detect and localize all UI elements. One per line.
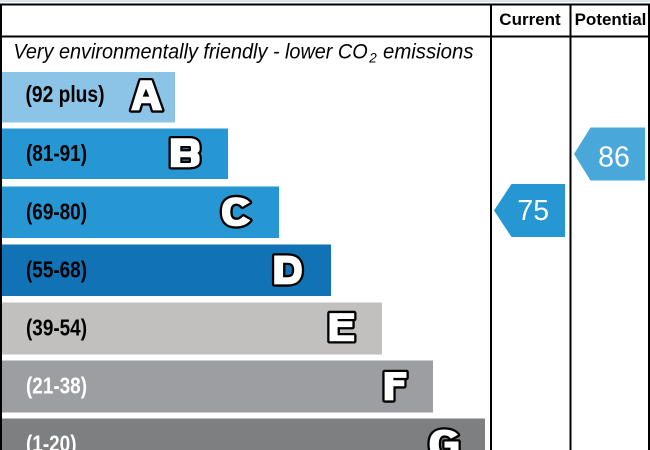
svg-text:75: 75 [517,195,549,227]
svg-text:(55-68): (55-68) [26,256,87,282]
svg-text:(81-91): (81-91) [26,140,87,166]
svg-text:(69-80): (69-80) [26,198,87,224]
svg-text:(92 plus): (92 plus) [26,81,105,107]
svg-text:Current: Current [499,10,561,29]
svg-text:86: 86 [598,141,630,173]
svg-text:(1-20): (1-20) [26,430,77,450]
svg-text:Very environmentally friendly: Very environmentally friendly - lower CO [13,40,367,64]
svg-text:emissions: emissions [383,40,474,64]
svg-text:Potential: Potential [575,10,647,29]
svg-text:2: 2 [368,51,377,66]
svg-text:(39-54): (39-54) [26,314,87,340]
svg-text:(21-38): (21-38) [26,372,87,398]
